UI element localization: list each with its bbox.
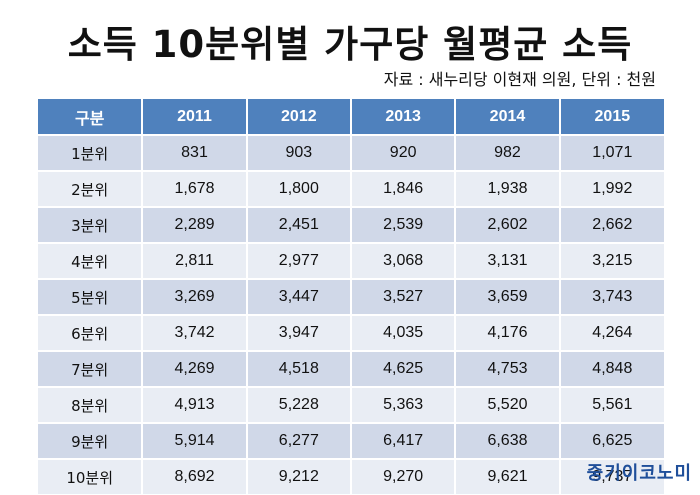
table-row: 4분위 2,811 2,977 3,068 3,131 3,215	[38, 242, 664, 279]
column-header: 2011	[142, 99, 248, 135]
value-cell: 6,277	[246, 422, 352, 459]
table-row: 9분위 5,914 6,277 6,417 6,638 6,625	[38, 422, 664, 459]
value-cell: 6,417	[350, 422, 457, 459]
table-row: 1분위 831 903 920 982 1,071	[38, 134, 664, 171]
row-label-cell: 4분위	[38, 242, 144, 279]
value-cell: 9,621	[455, 458, 561, 494]
value-cell: 903	[246, 134, 352, 171]
income-table: 구분 2011 2012 2013 2014 2015 1분위 831 903 920…	[38, 99, 664, 494]
row-label-cell: 10분위	[38, 458, 144, 494]
row-label-cell: 6분위	[38, 314, 144, 351]
table-row: 8분위 4,913 5,228 5,363 5,520 5,561	[38, 386, 664, 423]
table-header-row: 구분 2011 2012 2013 2014 2015	[38, 99, 664, 135]
value-cell: 2,977	[246, 242, 352, 279]
table-row: 2분위 1,678 1,800 1,846 1,938 1,992	[38, 170, 664, 207]
value-cell: 4,269	[142, 350, 248, 387]
value-cell: 8,692	[142, 458, 248, 494]
value-cell: 3,215	[559, 242, 664, 279]
value-cell: 5,914	[142, 422, 248, 459]
value-cell: 3,947	[246, 314, 352, 351]
value-cell: 5,363	[350, 386, 457, 423]
value-cell: 2,602	[455, 206, 561, 243]
value-cell: 9,270	[350, 458, 457, 494]
row-label-cell: 1분위	[38, 134, 144, 171]
value-cell: 5,228	[246, 386, 352, 423]
value-cell: 1,846	[350, 170, 457, 207]
value-cell: 3,447	[246, 278, 352, 315]
value-cell: 982	[455, 134, 561, 171]
value-cell: 5,520	[455, 386, 561, 423]
value-cell: 4,035	[350, 314, 457, 351]
row-label-cell: 8분위	[38, 386, 144, 423]
table-row: 7분위 4,269 4,518 4,625 4,753 4,848	[38, 350, 664, 387]
column-header: 2013	[350, 99, 457, 135]
value-cell: 1,938	[455, 170, 561, 207]
value-cell: 1,992	[559, 170, 664, 207]
value-cell: 3,659	[455, 278, 561, 315]
value-cell: 4,753	[455, 350, 561, 387]
value-cell: 4,518	[246, 350, 352, 387]
value-cell: 6,638	[455, 422, 561, 459]
value-cell: 1,071	[559, 134, 664, 171]
value-cell: 4,264	[559, 314, 664, 351]
publisher-logo: 중기이코노미	[586, 463, 692, 484]
row-label-cell: 2분위	[38, 170, 144, 207]
table-row: 3분위 2,289 2,451 2,539 2,602 2,662	[38, 206, 664, 243]
table-row: 6분위 3,742 3,947 4,035 4,176 4,264	[38, 314, 664, 351]
value-cell: 9,737	[559, 458, 664, 494]
value-cell: 9,212	[246, 458, 352, 494]
value-cell: 3,269	[142, 278, 248, 315]
table-row: 5분위 3,269 3,447 3,527 3,659 3,743	[38, 278, 664, 315]
value-cell: 2,289	[142, 206, 248, 243]
column-header: 구분	[38, 99, 144, 135]
row-label-cell: 5분위	[38, 278, 144, 315]
value-cell: 920	[350, 134, 457, 171]
value-cell: 3,068	[350, 242, 457, 279]
column-header: 2014	[455, 99, 561, 135]
value-cell: 1,800	[246, 170, 352, 207]
row-label-cell: 3분위	[38, 206, 144, 243]
value-cell: 3,742	[142, 314, 248, 351]
value-cell: 2,539	[350, 206, 457, 243]
value-cell: 4,848	[559, 350, 664, 387]
page-title: 소득 10분위별 가구당 월평균 소득	[67, 23, 633, 66]
row-label-cell: 9분위	[38, 422, 144, 459]
value-cell: 5,561	[559, 386, 664, 423]
column-header: 2012	[246, 99, 352, 135]
column-header: 2015	[559, 99, 664, 135]
value-cell: 4,625	[350, 350, 457, 387]
value-cell: 3,527	[350, 278, 457, 315]
value-cell: 2,662	[559, 206, 664, 243]
row-label-cell: 7분위	[38, 350, 144, 387]
value-cell: 4,913	[142, 386, 248, 423]
value-cell: 2,451	[246, 206, 352, 243]
table-body: 1분위 831 903 920 982 1,071 2분위 1,678 1,800 1,846 1,…	[38, 134, 664, 494]
value-cell: 2,811	[142, 242, 248, 279]
source-note: 자료 : 새누리당 이현재 의원, 단위 : 천원	[383, 70, 656, 89]
value-cell: 3,743	[559, 278, 664, 315]
table-row: 10분위 8,692 9,212 9,270 9,621 9,737	[38, 458, 664, 494]
value-cell: 3,131	[455, 242, 561, 279]
value-cell: 6,625	[559, 422, 664, 459]
value-cell: 1,678	[142, 170, 248, 207]
value-cell: 831	[142, 134, 248, 171]
value-cell: 4,176	[455, 314, 561, 351]
